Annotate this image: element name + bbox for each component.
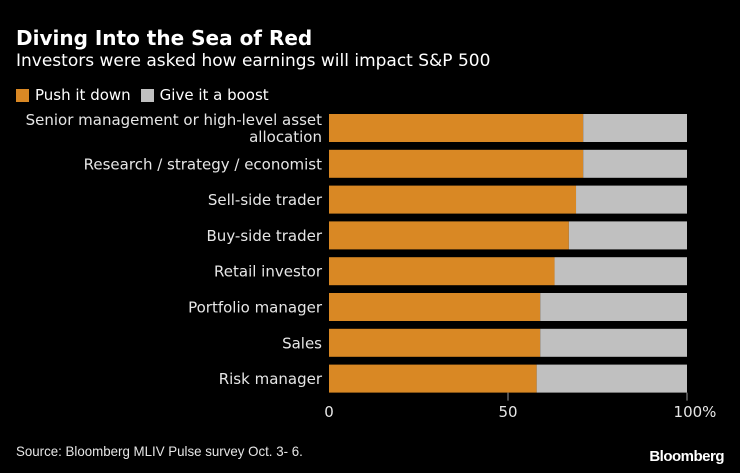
bar-push-it-down <box>329 149 584 178</box>
legend-swatch-give-it-a-boost <box>140 88 154 102</box>
bar-push-it-down <box>329 293 541 321</box>
category-label: allocation <box>249 128 322 146</box>
category-label: Sell-side trader <box>208 191 323 209</box>
source-note: Source: Bloomberg MLIV Pulse survey Oct.… <box>16 443 303 459</box>
bar-give-it-a-boost <box>554 257 687 286</box>
x-tick-label: 100% <box>674 403 717 421</box>
bar-push-it-down <box>329 185 577 214</box>
bar-push-it-down <box>329 257 555 286</box>
legend: Push it down Give it a boost <box>16 86 279 104</box>
bar-give-it-a-boost <box>583 114 687 142</box>
category-label: Retail investor <box>214 263 323 281</box>
bar-push-it-down <box>329 364 537 393</box>
x-tick-label: 0 <box>324 403 334 421</box>
bar-give-it-a-boost <box>536 364 687 393</box>
chart-title: Diving Into the Sea of Red <box>16 26 313 50</box>
category-label: Portfolio manager <box>188 299 323 317</box>
bar-push-it-down <box>329 221 569 250</box>
legend-item-give-it-a-boost: Give it a boost <box>140 86 269 104</box>
category-label: Buy-side trader <box>207 227 323 245</box>
bar-give-it-a-boost <box>540 293 687 321</box>
bar-give-it-a-boost <box>583 149 687 178</box>
category-label: Sales <box>282 334 322 352</box>
legend-label: Push it down <box>35 86 131 104</box>
bar-push-it-down <box>329 114 584 142</box>
bar-give-it-a-boost <box>568 221 687 250</box>
bar-give-it-a-boost <box>540 328 687 357</box>
chart-subtitle: Investors were asked how earnings will i… <box>16 51 491 71</box>
bar-push-it-down <box>329 328 541 357</box>
category-label: Risk manager <box>219 370 323 388</box>
bar-give-it-a-boost <box>576 185 687 214</box>
bloomberg-logo: Bloomberg <box>649 448 724 465</box>
legend-item-push-it-down: Push it down <box>16 86 131 104</box>
category-label: Research / strategy / economist <box>84 155 322 173</box>
legend-label: Give it a boost <box>159 86 269 104</box>
legend-swatch-push-it-down <box>16 88 29 102</box>
category-label: Senior management or high-level asset <box>26 111 323 129</box>
x-tick-label: 50 <box>498 403 517 421</box>
